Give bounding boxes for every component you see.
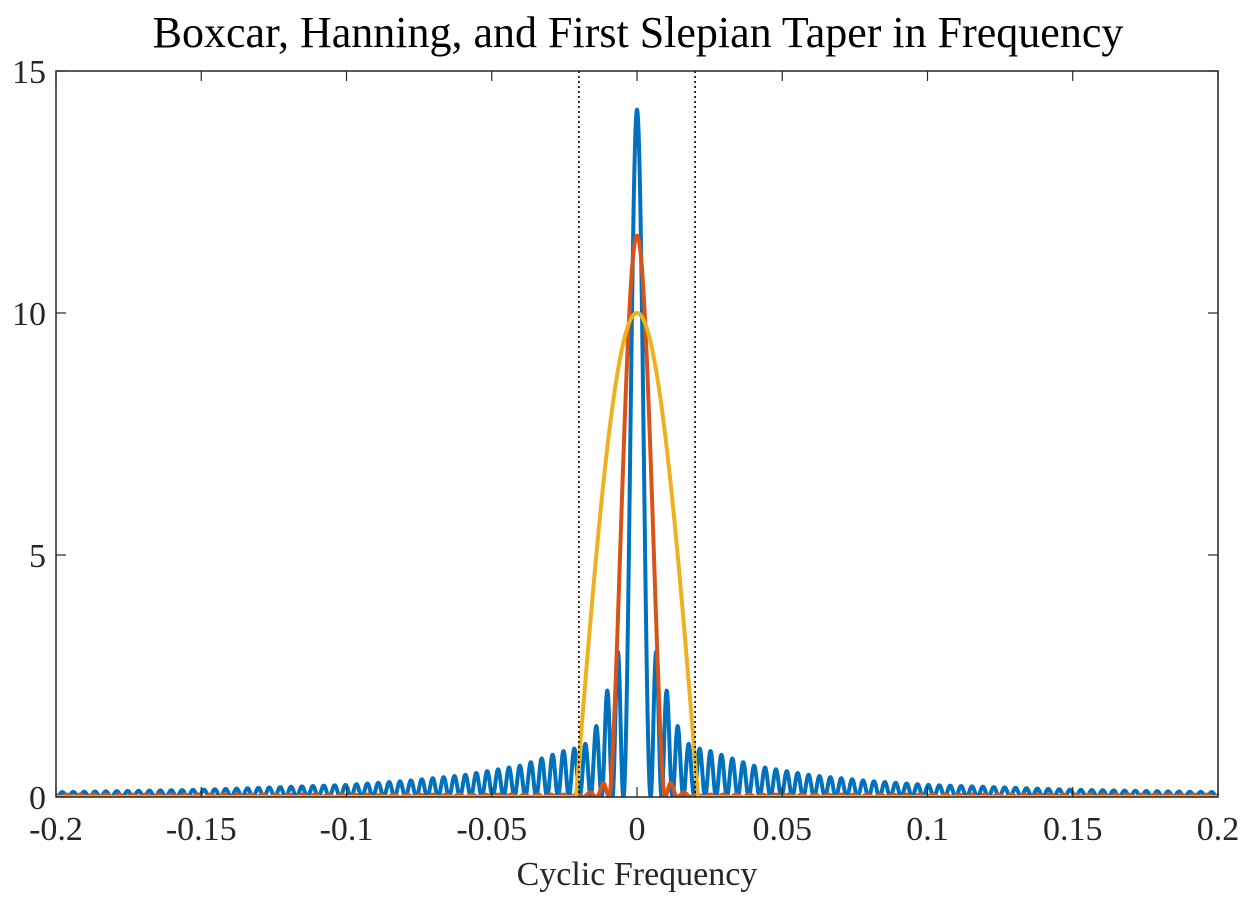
axis-ticks: -0.2 -0.15 -0.1 -0.05 0 0.05 0.1 0.15 0.2 0 5 10 15 — [12, 54, 1239, 848]
plot-frame — [55, 70, 1219, 798]
series-line — [56, 311, 1218, 797]
y-tick-label: 0 — [29, 780, 46, 817]
x-tick-label: 0.2 — [1197, 811, 1240, 848]
x-tick-label: -0.05 — [456, 811, 527, 848]
y-tick-label: 10 — [12, 296, 46, 333]
y-tick-label: 15 — [12, 54, 46, 91]
x-tick-label: 0 — [629, 811, 646, 848]
reference-lines — [578, 71, 696, 797]
series-line — [56, 233, 1218, 797]
x-tick-label: -0.1 — [320, 811, 374, 848]
series-line — [56, 107, 1218, 797]
x-tick-label: -0.15 — [166, 811, 237, 848]
x-tick-label: -0.2 — [29, 811, 83, 848]
x-tick-label: 0.15 — [1043, 811, 1103, 848]
x-axis-label: Cyclic Frequency — [517, 856, 758, 893]
x-tick-label: 0.1 — [906, 811, 949, 848]
y-tick-label: 5 — [29, 538, 46, 575]
x-tick-label: 0.05 — [753, 811, 813, 848]
series-layer — [56, 107, 1218, 797]
chart-title: Boxcar, Hanning, and First Slepian Taper… — [153, 8, 1124, 57]
